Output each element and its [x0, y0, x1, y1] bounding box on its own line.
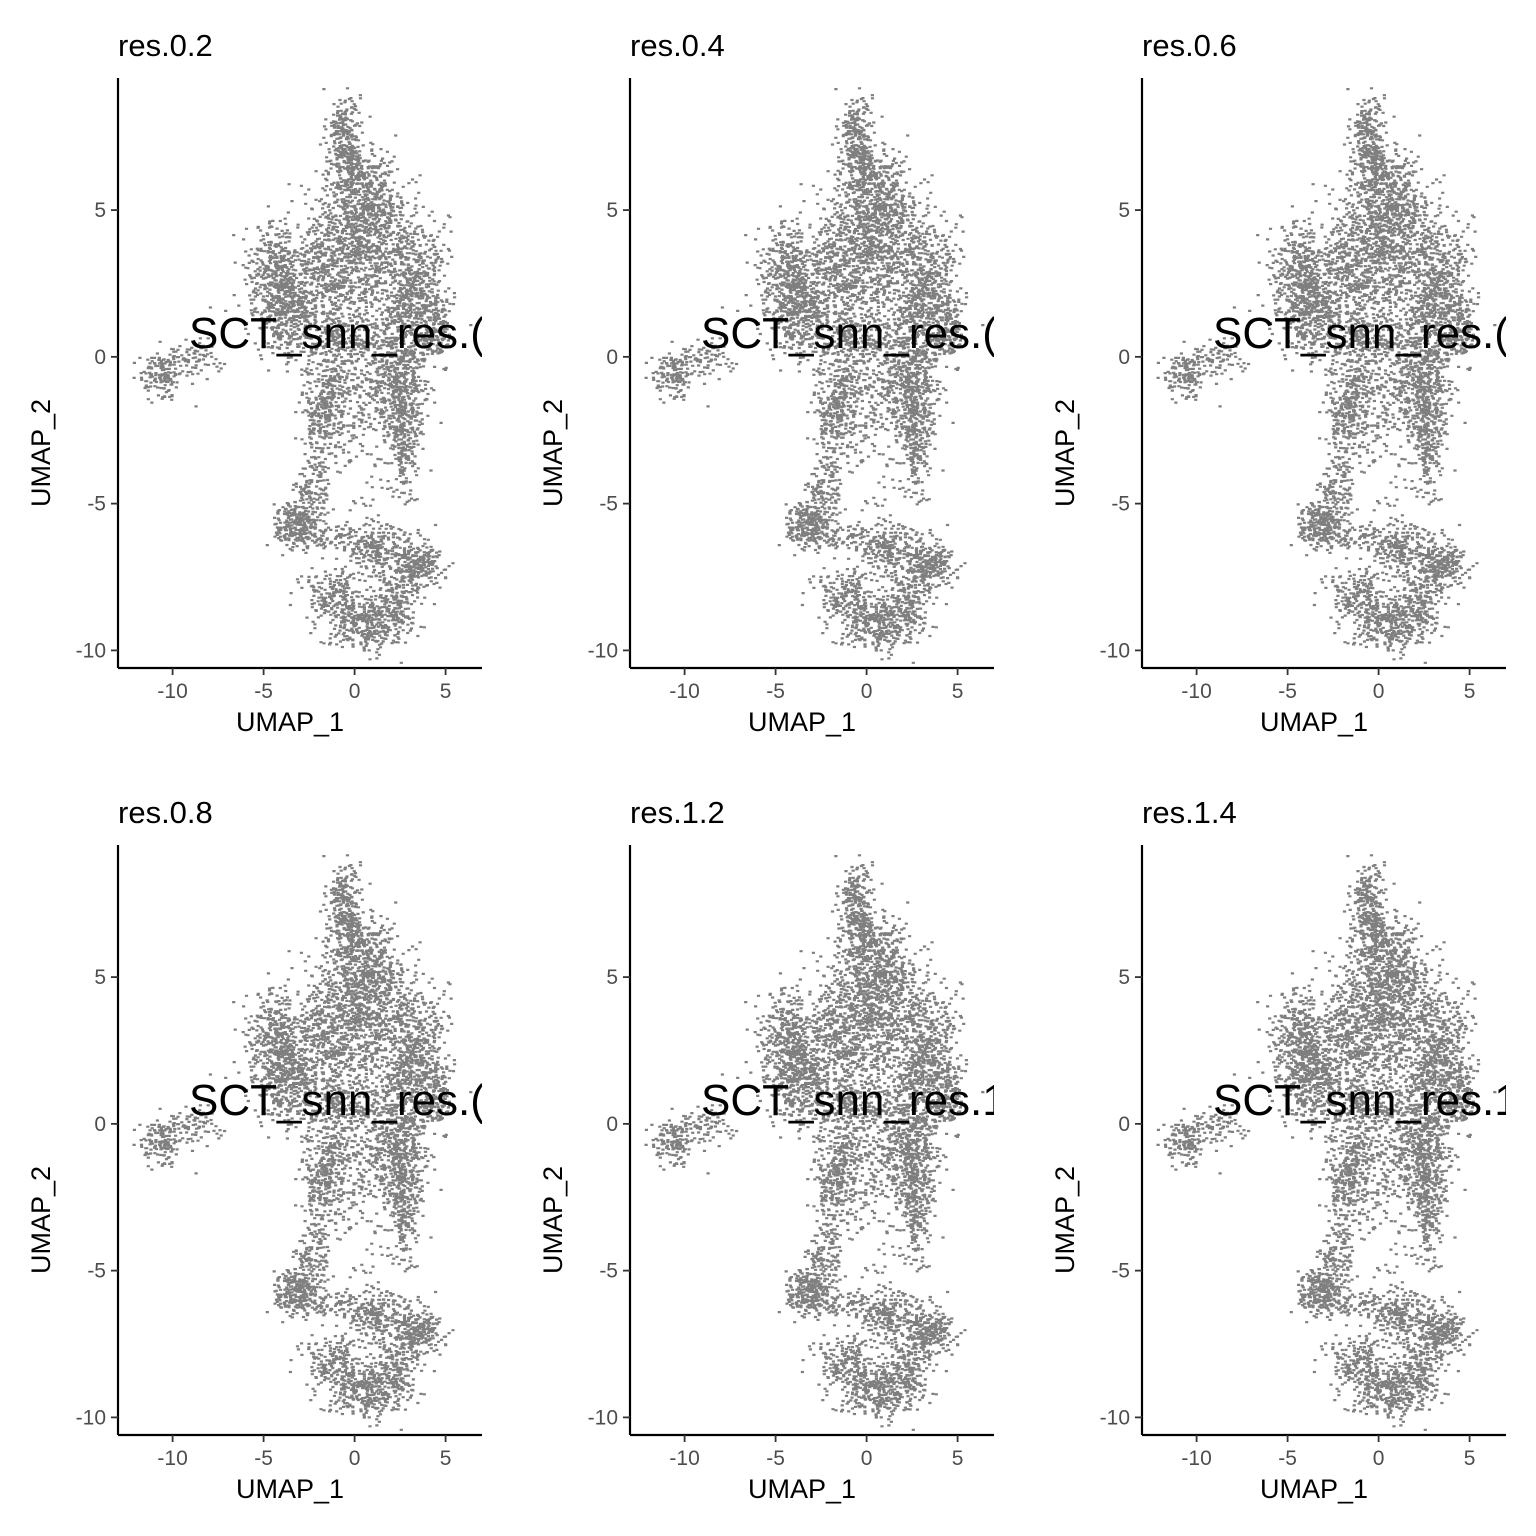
y-tick-label: 0: [94, 1113, 106, 1136]
x-tick-label: 5: [1464, 680, 1476, 703]
y-axis-title: UMAP_2: [26, 399, 56, 507]
y-tick-label: -10: [588, 1406, 618, 1429]
cluster-label: SCT_snn_res.(: [1213, 309, 1509, 358]
umap-panel: SCT_snn_res.1 -10 -5 0 5 5 0 -5 -10 res.1.4 UMAP_1…: [1050, 795, 1519, 1504]
y-tick-label: 5: [606, 199, 618, 222]
x-tick-label: -10: [157, 680, 187, 703]
x-tick-label: -10: [669, 680, 699, 703]
x-tick-label: 5: [1464, 1447, 1476, 1470]
y-tick-label: -5: [599, 1260, 618, 1283]
cell-points: [1156, 87, 1497, 664]
y-axis-title: UMAP_2: [26, 1166, 56, 1274]
x-tick-label: -5: [766, 680, 785, 703]
x-tick-label: 5: [440, 680, 452, 703]
y-tick-label: -5: [87, 493, 106, 516]
y-axis-title: UMAP_2: [538, 399, 568, 507]
x-tick-label: 0: [1373, 680, 1385, 703]
x-tick-label: 5: [440, 1447, 452, 1470]
cell-points: [644, 87, 985, 664]
cluster-label: SCT_snn_res.(: [189, 309, 485, 358]
x-axis-title: UMAP_1: [236, 1474, 344, 1504]
panel-title: res.0.2: [118, 28, 213, 63]
umap-panel: SCT_snn_res.1 -10 -5 0 5 5 0 -5 -10 res.1.2 UMAP_1…: [538, 795, 1007, 1504]
y-tick-label: 0: [94, 346, 106, 369]
x-axis-title: UMAP_1: [1260, 707, 1368, 737]
x-tick-label: 0: [1373, 1447, 1385, 1470]
x-tick-label: 0: [349, 1447, 361, 1470]
x-axis-title: UMAP_1: [748, 707, 856, 737]
panel-title: res.0.8: [118, 795, 213, 830]
y-tick-label: -10: [1100, 639, 1130, 662]
panel-title: res.1.2: [630, 795, 725, 830]
y-tick-label: -10: [1100, 1406, 1130, 1429]
y-tick-label: -5: [1111, 1260, 1130, 1283]
x-tick-label: -10: [1181, 680, 1211, 703]
y-tick-label: -5: [1111, 493, 1130, 516]
cell-points: [1156, 854, 1497, 1431]
y-tick-label: -5: [599, 493, 618, 516]
cluster-label: SCT_snn_res.(: [701, 309, 997, 358]
x-axis-title: UMAP_1: [236, 707, 344, 737]
y-tick-label: 5: [606, 966, 618, 989]
cluster-label: SCT_snn_res.1: [1213, 1076, 1519, 1125]
umap-panel: SCT_snn_res.( -10 -5 0 5 5 0 -5 -10 res.0.8 UMAP_1…: [26, 795, 485, 1504]
cell-points: [644, 854, 985, 1431]
umap-panel: SCT_snn_res.( -10 -5 0 5 5 0 -5 -10 res.0.6 UMAP_1…: [1050, 28, 1509, 737]
y-tick-label: -10: [76, 1406, 106, 1429]
cluster-label: SCT_snn_res.1: [701, 1076, 1007, 1125]
y-axis-title: UMAP_2: [538, 1166, 568, 1274]
panel-title: res.1.4: [1142, 795, 1237, 830]
x-tick-label: -5: [1278, 1447, 1297, 1470]
y-tick-label: 5: [1118, 199, 1130, 222]
y-tick-label: 0: [606, 1113, 618, 1136]
cluster-label: SCT_snn_res.(: [189, 1076, 485, 1125]
x-tick-label: 5: [952, 680, 964, 703]
y-tick-label: 0: [1118, 346, 1130, 369]
cell-points: [132, 854, 473, 1431]
y-tick-label: -5: [87, 1260, 106, 1283]
x-axis-title: UMAP_1: [748, 1474, 856, 1504]
x-tick-label: 5: [952, 1447, 964, 1470]
x-tick-label: -5: [766, 1447, 785, 1470]
y-tick-label: -10: [76, 639, 106, 662]
y-axis-title: UMAP_2: [1050, 1166, 1080, 1274]
y-tick-label: -10: [588, 639, 618, 662]
x-tick-label: 0: [861, 680, 873, 703]
x-tick-label: 0: [349, 680, 361, 703]
panel-title: res.0.6: [1142, 28, 1237, 63]
umap-panel: SCT_snn_res.( -10 -5 0 5 5 0 -5 -10 res.0.2 UMAP_1…: [26, 28, 485, 737]
y-axis-title: UMAP_2: [1050, 399, 1080, 507]
y-tick-label: 5: [94, 966, 106, 989]
x-tick-label: -10: [157, 1447, 187, 1470]
cell-points: [132, 87, 473, 664]
y-tick-label: 5: [94, 199, 106, 222]
x-tick-label: -5: [254, 680, 273, 703]
x-tick-label: -5: [1278, 680, 1297, 703]
y-tick-label: 5: [1118, 966, 1130, 989]
panel-title: res.0.4: [630, 28, 725, 63]
x-axis-title: UMAP_1: [1260, 1474, 1368, 1504]
y-tick-label: 0: [1118, 1113, 1130, 1136]
umap-panel: SCT_snn_res.( -10 -5 0 5 5 0 -5 -10 res.0.4 UMAP_1…: [538, 28, 997, 737]
x-tick-label: 0: [861, 1447, 873, 1470]
y-tick-label: 0: [606, 346, 618, 369]
x-tick-label: -10: [669, 1447, 699, 1470]
x-tick-label: -5: [254, 1447, 273, 1470]
x-tick-label: -10: [1181, 1447, 1211, 1470]
